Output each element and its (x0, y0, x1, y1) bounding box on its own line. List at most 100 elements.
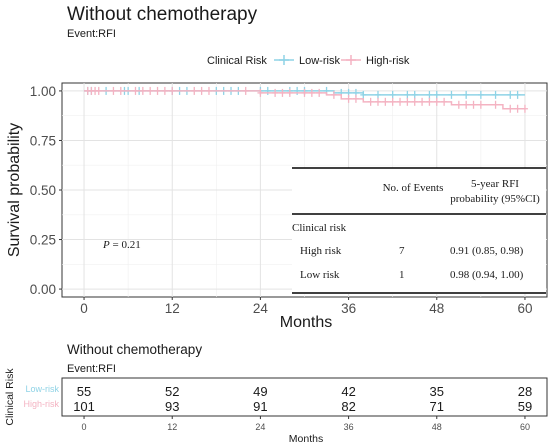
p-value-text: = 0.21 (110, 239, 141, 251)
censor-mark-high-risk-31 (404, 97, 411, 106)
censor-mark-low-risk-26 (411, 90, 418, 99)
risk-count-high-risk-0: 101 (73, 399, 95, 414)
risk-x-tick-label-0: 0 (82, 422, 87, 432)
inset-header-probability: probability (95%CI) (450, 193, 540, 205)
censor-mark-high-risk-41 (492, 100, 499, 109)
chart-title: Without chemotherapy (67, 4, 258, 25)
x-tick-label-5: 60 (517, 301, 532, 316)
y-axis-label: Survival probability (6, 123, 23, 257)
survival-curves (84, 86, 528, 113)
x-tick-label-4: 48 (429, 301, 444, 316)
inset-header-rfi: 5-year RFI (471, 178, 519, 190)
risk-count-low-risk-0: 55 (77, 384, 91, 399)
x-tick-label-0: 0 (80, 301, 88, 316)
y-tick-label-4: 1.00 (30, 84, 56, 99)
censor-mark-high-risk-42 (507, 104, 514, 113)
y-tick-label-1: 0.25 (30, 233, 56, 248)
censor-mark-low-risk-32 (492, 90, 499, 99)
legend-item-high-risk: High-risk (341, 55, 410, 67)
censor-mark-high-risk-35 (433, 97, 440, 106)
censor-mark-high-risk-34 (426, 97, 433, 106)
censor-mark-high-risk-5 (117, 86, 124, 95)
censor-mark-low-risk-29 (448, 90, 455, 99)
censor-mark-low-risk-27 (426, 90, 433, 99)
inset-row-low-events: 1 (399, 269, 405, 281)
y-tick-label-3: 0.75 (30, 133, 56, 148)
x-tick-label-3: 36 (341, 301, 356, 316)
censor-mark-low-risk-34 (514, 90, 521, 99)
inset-row-low-probability: 0.98 (0.94, 1.00) (450, 269, 524, 281)
x-tick-label-1: 12 (165, 301, 180, 316)
censor-mark-high-risk-3 (95, 86, 102, 95)
risk-count-high-risk-48: 71 (430, 399, 444, 414)
censor-mark-high-risk-9 (154, 86, 161, 95)
censor-mark-high-risk-28 (382, 97, 389, 106)
inset-table: No. of Events 5-year RFI probability (95… (292, 167, 546, 294)
censor-mark-high-risk-11 (169, 86, 176, 95)
risk-count-low-risk-60: 28 (518, 384, 532, 399)
risk-count-low-risk-12: 52 (165, 384, 179, 399)
risk-x-tick-label-4: 48 (432, 422, 442, 432)
legend-label-high-risk: High-risk (366, 55, 410, 67)
risk-counts: 55 52 49 42 35 28 101 93 91 82 71 59 (73, 384, 532, 414)
risk-row-label-high: High-risk (23, 399, 59, 409)
inset-row-low-label: Low risk (300, 269, 340, 281)
censor-mark-high-risk-27 (374, 97, 381, 106)
censor-mark-high-risk-4 (110, 86, 117, 95)
inset-row-high-events: 7 (399, 245, 405, 257)
censor-mark-high-risk-43 (514, 104, 521, 113)
censor-mark-high-risk-21 (308, 88, 315, 97)
censor-mark-low-risk-22 (360, 90, 367, 99)
risk-row-label-low: Low-risk (25, 384, 59, 394)
censor-mark-high-risk-13 (198, 86, 205, 95)
risk-x-tick-label-2: 24 (255, 422, 265, 432)
chart-subtitle: Event:RFI (67, 28, 116, 40)
censor-mark-low-risk-24 (389, 90, 396, 99)
censor-mark-high-risk-44 (521, 104, 528, 113)
legend-item-low-risk: Low-risk (274, 55, 340, 67)
censor-mark-high-risk-16 (257, 88, 264, 97)
risk-table: Without chemotherapy Event:RFI Clinical … (4, 342, 548, 445)
censor-mark-high-risk-26 (367, 97, 374, 106)
risk-table-x-ticks: 0 12 24 36 48 60 (82, 416, 530, 432)
censor-mark-high-risk-32 (411, 97, 418, 106)
censor-mark-high-risk-7 (139, 86, 146, 95)
risk-table-ylabel: Clinical Risk (4, 368, 16, 426)
censor-mark-low-risk-33 (507, 90, 514, 99)
x-axis-label: Months (280, 314, 332, 331)
y-tick-label-2: 0.50 (30, 183, 56, 198)
legend-title: Clinical Risk (207, 55, 267, 67)
inset-header-events: No. of Events (383, 182, 444, 194)
censor-mark-high-risk-6 (132, 86, 139, 95)
risk-count-low-risk-36: 42 (341, 384, 355, 399)
censor-mark-high-risk-39 (470, 100, 477, 109)
censor-mark-high-risk-40 (477, 100, 484, 109)
x-axis-ticks: 0 12 24 36 48 60 (80, 297, 532, 316)
risk-table-subtitle: Event:RFI (67, 363, 116, 375)
risk-count-low-risk-24: 49 (253, 384, 267, 399)
p-value-label: P (102, 239, 110, 251)
risk-count-high-risk-12: 93 (165, 399, 179, 414)
censor-mark-low-risk-31 (477, 90, 484, 99)
censor-mark-low-risk-23 (374, 90, 381, 99)
risk-table-panel (61, 377, 548, 417)
censor-mark-high-risk-17 (272, 88, 279, 97)
risk-count-high-risk-60: 59 (518, 399, 532, 414)
legend-label-low-risk: Low-risk (299, 55, 340, 67)
risk-count-high-risk-36: 82 (341, 399, 355, 414)
inset-row-high-label: High risk (300, 245, 342, 257)
censor-mark-high-risk-38 (463, 100, 470, 109)
censor-mark-high-risk-12 (191, 86, 198, 95)
censor-mark-high-risk-18 (279, 88, 286, 97)
risk-table-title: Without chemotherapy (67, 342, 202, 357)
censor-mark-high-risk-22 (316, 88, 323, 97)
censor-mark-high-risk-25 (352, 94, 359, 103)
y-axis-ticks: 0.00 0.25 0.50 0.75 1.00 (30, 84, 62, 297)
censor-mark-high-risk-19 (286, 88, 293, 97)
censor-mark-high-risk-8 (147, 86, 154, 95)
legend: Clinical Risk Low-risk High-risk (207, 55, 410, 67)
censor-mark-low-risk-30 (463, 90, 470, 99)
x-tick-label-2: 24 (253, 301, 269, 316)
inset-row-high-probability: 0.91 (0.85, 0.98) (450, 245, 524, 257)
